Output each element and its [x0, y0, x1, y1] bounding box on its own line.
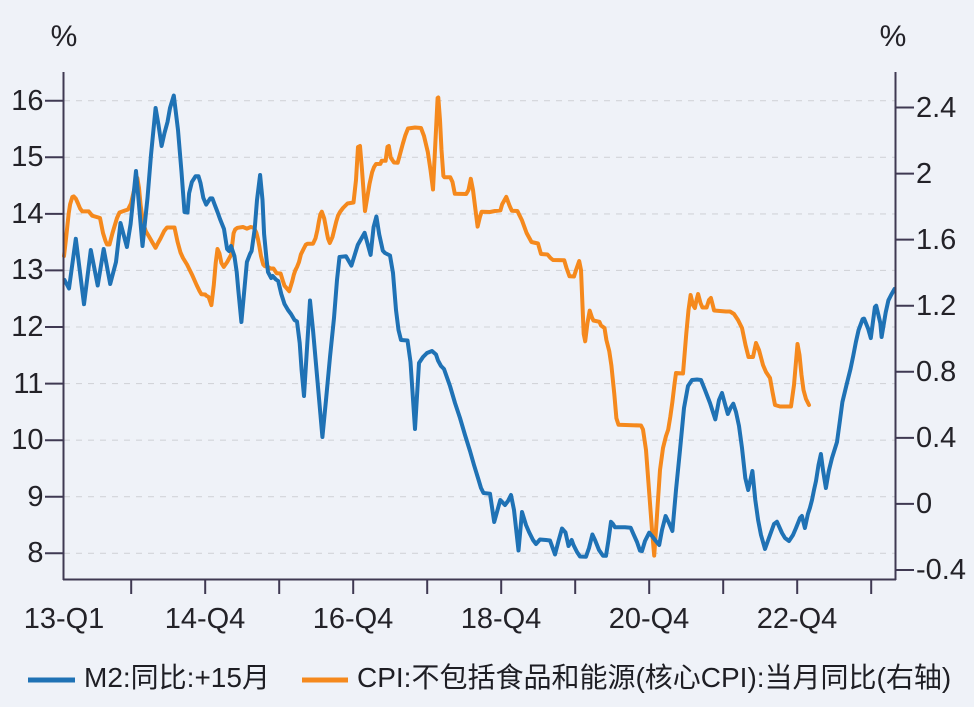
svg-text:16: 16	[11, 85, 43, 117]
svg-text:18-Q4: 18-Q4	[461, 603, 542, 635]
svg-text:2: 2	[916, 158, 932, 190]
svg-text:13: 13	[11, 254, 43, 286]
svg-text:0.8: 0.8	[916, 356, 956, 388]
svg-text:14-Q4: 14-Q4	[165, 603, 246, 635]
svg-text:2.4: 2.4	[916, 92, 956, 124]
svg-text:0: 0	[916, 488, 932, 520]
svg-text:13-Q1: 13-Q1	[24, 603, 105, 635]
svg-text:8: 8	[27, 537, 43, 569]
svg-text:%: %	[880, 20, 907, 53]
svg-text:14: 14	[11, 198, 43, 230]
svg-text:12: 12	[11, 311, 43, 343]
svg-text:20-Q4: 20-Q4	[609, 603, 690, 635]
svg-text:1.6: 1.6	[916, 224, 956, 256]
svg-text:0.4: 0.4	[916, 422, 956, 454]
svg-text:1.2: 1.2	[916, 290, 956, 322]
svg-text:16-Q4: 16-Q4	[313, 603, 394, 635]
svg-text:11: 11	[13, 368, 43, 400]
svg-text:22-Q4: 22-Q4	[757, 603, 838, 635]
svg-text:15: 15	[11, 141, 43, 173]
svg-text:10: 10	[11, 424, 43, 456]
svg-text:M2:同比:+15月: M2:同比:+15月	[84, 662, 270, 693]
svg-text:-0.4: -0.4	[916, 554, 966, 586]
svg-text:CPI:不包括食品和能源(核心CPI):当月同比(右轴): CPI:不包括食品和能源(核心CPI):当月同比(右轴)	[357, 662, 951, 693]
svg-text:9: 9	[27, 481, 43, 513]
svg-text:%: %	[51, 20, 78, 53]
